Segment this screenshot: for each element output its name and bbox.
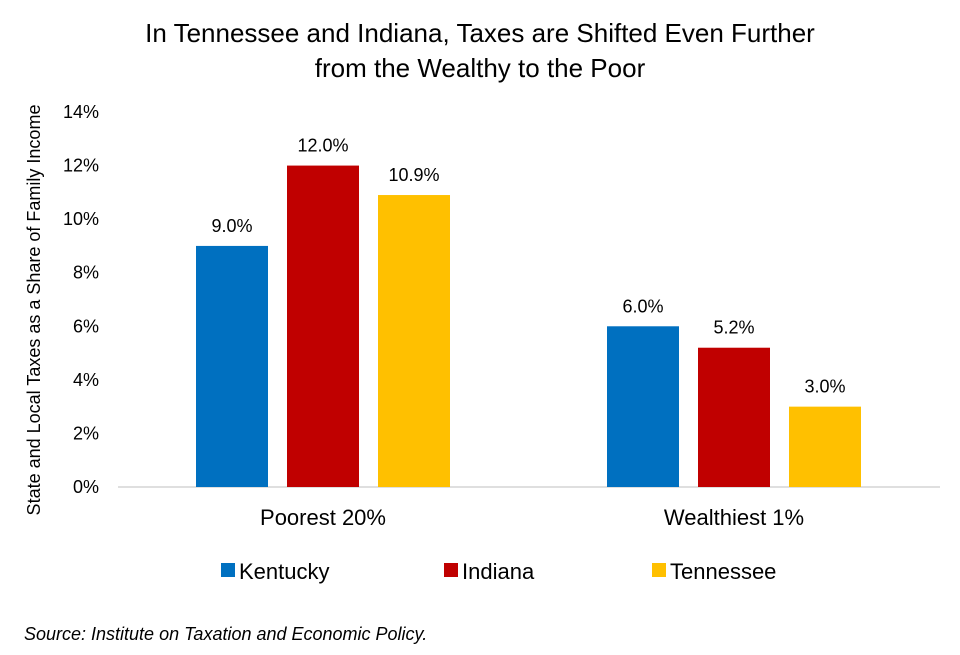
legend-swatch-tennessee	[652, 563, 666, 577]
y-tick-label: 4%	[73, 370, 99, 390]
source-note: Source: Institute on Taxation and Econom…	[24, 624, 428, 644]
legend-swatch-kentucky	[221, 563, 235, 577]
y-tick-label: 12%	[63, 156, 99, 176]
y-tick-label: 8%	[73, 263, 99, 283]
legend-label: Kentucky	[239, 559, 330, 584]
legend-label: Indiana	[462, 559, 535, 584]
data-label: 10.9%	[388, 165, 439, 185]
bar-indiana-1	[287, 165, 359, 488]
data-label: 3.0%	[804, 377, 845, 397]
y-tick-label: 0%	[73, 477, 99, 497]
y-tick-label: 10%	[63, 209, 99, 229]
chart-title-line-2: from the Wealthy to the Poor	[314, 53, 646, 83]
legend-label: Tennessee	[670, 559, 776, 584]
bar-indiana-2	[698, 347, 770, 487]
category-label: Poorest 20%	[260, 505, 386, 530]
y-axis-ticks: 0% 2% 4% 6% 8% 10% 12% 14%	[63, 102, 99, 497]
y-tick-label: 6%	[73, 316, 99, 336]
data-label: 6.0%	[622, 296, 663, 316]
bar-labels-group: 9.0% 6.0% 12.0% 5.2% 10.9% 3.0%	[211, 136, 845, 397]
data-label: 5.2%	[713, 318, 754, 338]
data-label: 12.0%	[297, 136, 348, 156]
y-axis-label: State and Local Taxes as a Share of Fami…	[24, 105, 44, 516]
bars-group	[196, 165, 861, 488]
category-labels-group: Poorest 20% Wealthiest 1%	[260, 505, 804, 530]
chart-title-line-1: In Tennessee and Indiana, Taxes are Shif…	[145, 18, 815, 48]
bar-kentucky-2	[607, 326, 679, 487]
bar-tennessee-1	[378, 195, 450, 488]
bar-kentucky-1	[196, 245, 268, 487]
legend-swatch-indiana	[444, 563, 458, 577]
data-label: 9.0%	[211, 216, 252, 236]
y-tick-label: 2%	[73, 423, 99, 443]
legend: Kentucky Indiana Tennessee	[221, 559, 776, 584]
bar-tennessee-2	[789, 406, 861, 487]
y-tick-label: 14%	[63, 102, 99, 122]
category-label: Wealthiest 1%	[664, 505, 804, 530]
